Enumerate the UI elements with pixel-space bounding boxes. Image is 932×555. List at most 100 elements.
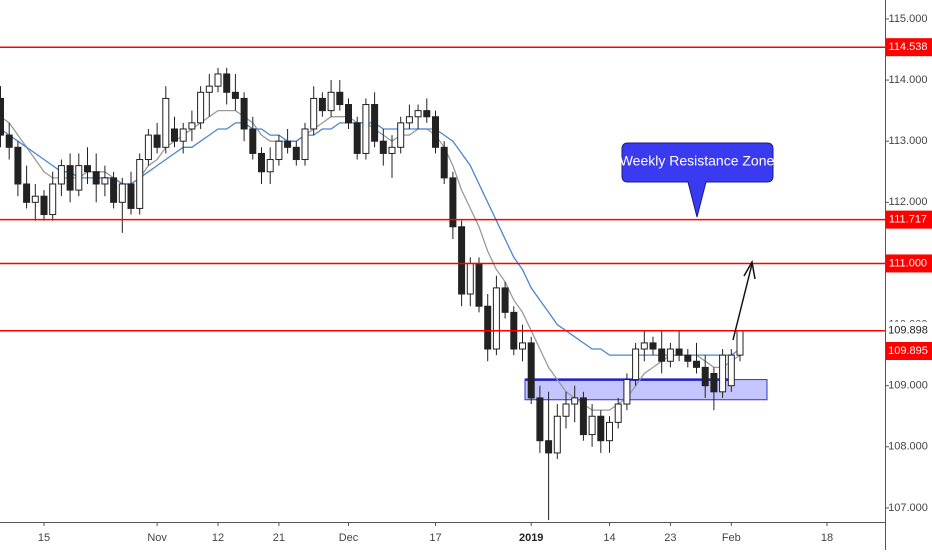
candle-body bbox=[258, 152, 265, 173]
candle-body bbox=[318, 97, 326, 112]
y-tick-label: 108.000 bbox=[888, 441, 928, 453]
candle-body bbox=[345, 104, 352, 124]
callout: Weekly Resistance Zone bbox=[620, 142, 775, 218]
candle-body bbox=[527, 342, 535, 399]
candle-body bbox=[536, 397, 544, 442]
x-tick-label: 14 bbox=[603, 532, 615, 544]
candle-body bbox=[127, 183, 135, 209]
level-label-box bbox=[886, 254, 932, 273]
candle-body bbox=[571, 397, 579, 405]
candle-body bbox=[423, 110, 431, 118]
candle-body bbox=[701, 366, 709, 387]
x-tick-label: 21 bbox=[273, 532, 285, 544]
candle-body bbox=[623, 379, 631, 405]
x-tick-label: Feb bbox=[722, 532, 741, 544]
candle-body bbox=[579, 397, 587, 436]
x-tick-label: 15 bbox=[38, 532, 50, 544]
candle-body bbox=[327, 91, 335, 112]
candle-body bbox=[736, 330, 744, 356]
candle-body bbox=[614, 403, 622, 423]
candle-body bbox=[5, 134, 13, 148]
candle-body bbox=[162, 97, 170, 148]
candle-body bbox=[171, 128, 178, 142]
candle-body bbox=[719, 354, 727, 393]
candle-body bbox=[519, 342, 526, 350]
candle-body bbox=[136, 159, 144, 209]
level-label: 111.000 bbox=[889, 257, 927, 269]
candle-body bbox=[684, 354, 692, 362]
candle-body bbox=[23, 183, 31, 203]
candle-body bbox=[179, 128, 187, 142]
candle-body bbox=[40, 195, 48, 216]
candle-body bbox=[66, 165, 74, 191]
x-tick-label: 18 bbox=[821, 532, 833, 544]
arrow bbox=[732, 259, 756, 341]
candle-body bbox=[84, 165, 91, 173]
level-label-box bbox=[886, 210, 932, 229]
candle-body bbox=[223, 73, 231, 93]
plot bbox=[0, 46, 885, 521]
candle-body bbox=[205, 85, 213, 93]
candle-body bbox=[440, 146, 448, 179]
candle-body bbox=[484, 305, 492, 350]
candle-body bbox=[371, 104, 379, 142]
candle-body bbox=[197, 91, 205, 124]
candle-body bbox=[405, 116, 413, 124]
candle-body bbox=[727, 354, 735, 387]
candle-body bbox=[31, 195, 39, 203]
candle-body bbox=[249, 128, 257, 154]
candle-body bbox=[710, 372, 718, 393]
candle-body bbox=[214, 73, 222, 87]
level-label-box bbox=[886, 321, 932, 340]
candle-body bbox=[275, 140, 283, 161]
candle-body bbox=[292, 146, 300, 161]
candle-body bbox=[588, 415, 596, 436]
candle-body bbox=[397, 122, 405, 148]
candle-body bbox=[240, 97, 248, 130]
candle-body bbox=[379, 140, 387, 154]
candle-body bbox=[640, 342, 648, 350]
y-tick-label: 109.000 bbox=[888, 380, 928, 392]
candle-body bbox=[301, 128, 309, 161]
candle-body bbox=[57, 165, 65, 185]
candle-body bbox=[545, 440, 553, 454]
x-tick-label: 2019 bbox=[519, 532, 543, 544]
candle-body bbox=[0, 97, 4, 136]
candle-body bbox=[501, 287, 509, 313]
callout-box bbox=[621, 142, 774, 218]
candle-body bbox=[649, 342, 657, 350]
candle-body bbox=[75, 165, 83, 191]
candle-body bbox=[388, 146, 396, 154]
y-tick-label: 113.000 bbox=[889, 135, 928, 147]
candle-body bbox=[458, 226, 466, 295]
candle-body bbox=[675, 348, 683, 356]
candle-body bbox=[353, 122, 361, 154]
y-tick-label: 114.000 bbox=[889, 74, 928, 86]
level-label: 111.717 bbox=[889, 214, 927, 226]
candle-body bbox=[144, 134, 152, 161]
candle-body bbox=[466, 262, 474, 295]
candle-body bbox=[118, 183, 126, 203]
candle-body bbox=[92, 171, 100, 185]
last-price-label: 109.895 bbox=[888, 345, 928, 357]
candle-body bbox=[231, 91, 239, 99]
candle-body bbox=[153, 134, 161, 148]
y-tick-label: 115.000 bbox=[889, 13, 928, 25]
x-tick-label: Nov bbox=[147, 532, 167, 544]
last-price-box bbox=[886, 341, 932, 360]
level-label: 109.898 bbox=[888, 325, 928, 337]
candle-body bbox=[49, 183, 57, 216]
y-tick-label: 107.000 bbox=[888, 502, 928, 514]
x-tick-label: Dec bbox=[339, 532, 359, 544]
candle-body bbox=[266, 159, 274, 173]
candle-body bbox=[14, 146, 22, 185]
callout-text: Weekly Resistance Zone bbox=[620, 153, 775, 169]
candle-body bbox=[562, 403, 570, 417]
candle-body bbox=[362, 104, 370, 154]
candle-body bbox=[310, 97, 318, 130]
candle-body bbox=[188, 122, 196, 130]
candle-body bbox=[666, 348, 674, 362]
